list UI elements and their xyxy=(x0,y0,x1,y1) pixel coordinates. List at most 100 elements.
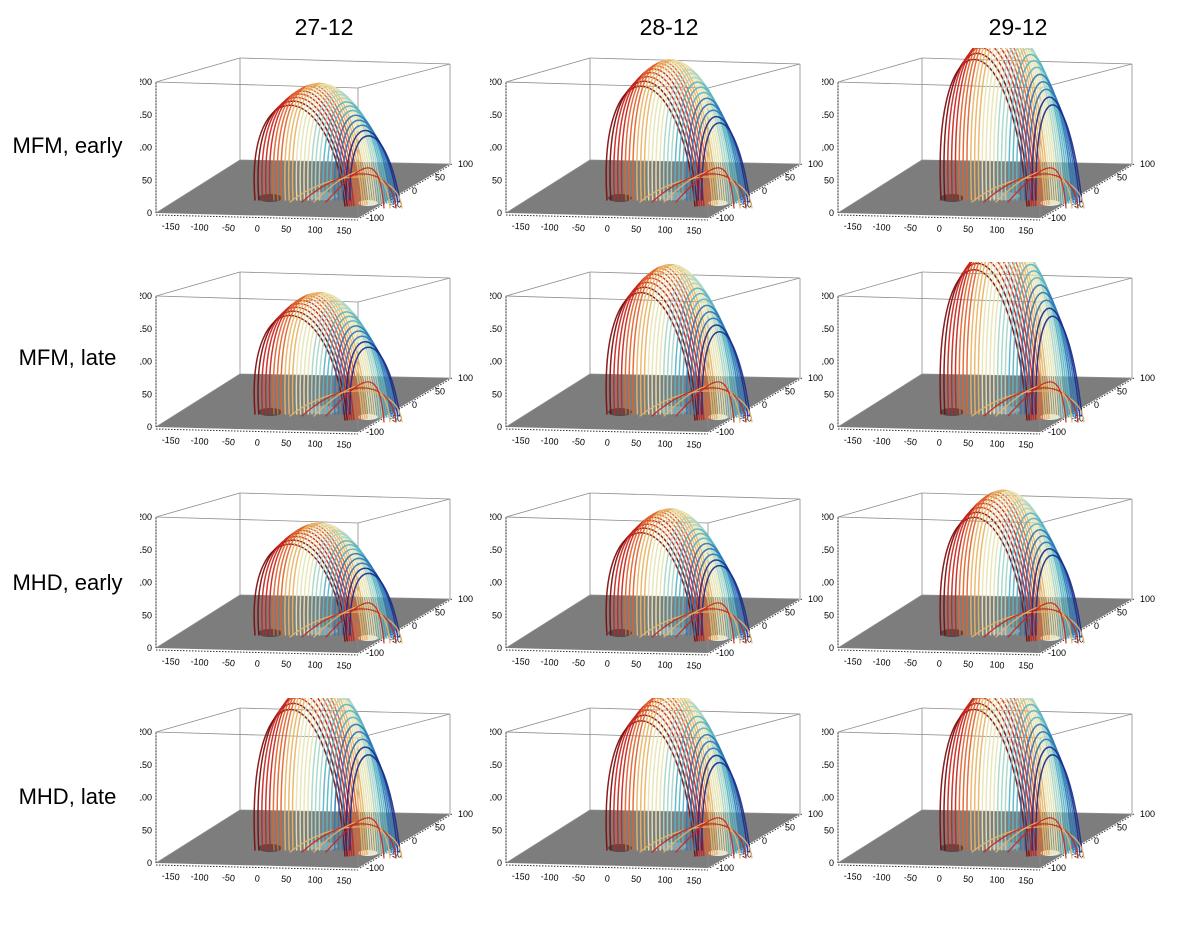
field-line xyxy=(993,262,1059,419)
field-line xyxy=(666,520,731,640)
box-edge xyxy=(357,63,451,89)
field-line xyxy=(1031,307,1081,417)
field-line xyxy=(1004,507,1066,640)
y-tick-label: 50 xyxy=(785,608,795,618)
x-tick-label: -50 xyxy=(903,657,917,668)
field-line xyxy=(983,387,1079,423)
field-line xyxy=(341,562,397,639)
x-tick-label: 0 xyxy=(936,658,942,668)
field-line xyxy=(1000,698,1063,855)
field-line xyxy=(1000,503,1063,640)
box-edge xyxy=(505,271,591,297)
y-tick-label: 50 xyxy=(1117,387,1127,397)
field-line xyxy=(307,527,377,640)
field-line xyxy=(651,173,747,209)
field-line xyxy=(678,721,738,854)
z-tick-label: 0 xyxy=(147,643,152,653)
field-line xyxy=(950,698,1035,857)
z-tick-label: 200 xyxy=(822,512,834,522)
field-line xyxy=(1027,541,1079,639)
field-line xyxy=(1004,262,1066,419)
field-line xyxy=(1008,512,1068,639)
field-lines xyxy=(605,263,753,423)
field-line xyxy=(639,176,753,209)
y-tick-label: 50 xyxy=(435,173,445,183)
box-edge xyxy=(505,159,591,214)
field-line xyxy=(1031,96,1081,203)
z-tick-label: 150 xyxy=(140,324,152,334)
field-line xyxy=(647,509,720,640)
field-line xyxy=(322,540,386,639)
field-line xyxy=(651,266,723,419)
field-line xyxy=(693,109,747,204)
z-tick-label: 100 xyxy=(822,143,834,153)
field-line xyxy=(289,611,403,644)
field-line xyxy=(970,48,1046,206)
box-edge xyxy=(505,492,591,518)
field-line xyxy=(995,384,1073,423)
z-tick-label: 100 xyxy=(490,143,502,153)
field-line xyxy=(325,602,385,644)
field-line xyxy=(659,66,727,205)
field-line xyxy=(318,698,384,855)
field-line xyxy=(651,698,723,855)
field-line xyxy=(1031,548,1081,638)
field-line xyxy=(613,523,701,642)
field-line xyxy=(272,297,357,420)
y-tick-label: 100 xyxy=(808,809,823,819)
x-tick-label: 50 xyxy=(281,874,292,885)
field-lines xyxy=(253,698,403,859)
negative-polarity-spot xyxy=(608,629,632,637)
field-line xyxy=(950,262,1035,421)
x-tick-label: 50 xyxy=(963,874,974,885)
y-tick-label: 0 xyxy=(1094,621,1099,631)
box-edge xyxy=(1039,277,1133,303)
x-tick-label: 0 xyxy=(604,437,610,447)
field-line xyxy=(1008,54,1068,204)
z-tick-label: 0 xyxy=(147,422,152,432)
z-tick-label: 100 xyxy=(490,793,502,803)
z-tick-label: 0 xyxy=(829,858,834,868)
field-line xyxy=(333,325,392,418)
magnetogram-floor xyxy=(838,810,1132,868)
column-label-29-12: 29-12 xyxy=(988,14,1048,40)
z-tick-label: 50 xyxy=(142,175,152,185)
box-edge xyxy=(155,594,241,649)
field-line xyxy=(299,293,373,419)
x-tick-label: 50 xyxy=(281,224,292,235)
y-tick-label: 100 xyxy=(458,159,473,169)
x-axis xyxy=(837,649,1041,656)
field-line xyxy=(966,698,1044,856)
x-tick-label: 0 xyxy=(604,873,610,883)
field-line xyxy=(326,544,388,639)
field-line xyxy=(268,698,355,857)
field-line xyxy=(1035,104,1083,203)
z-tick-label: 200 xyxy=(140,77,152,87)
x-tick-label: 100 xyxy=(307,659,323,671)
field-line xyxy=(678,86,738,204)
box-edge xyxy=(837,57,923,83)
z-tick-label: 50 xyxy=(142,610,152,620)
field-line xyxy=(301,608,397,644)
field-line xyxy=(662,517,729,640)
field-lines xyxy=(253,292,403,423)
panel-mhd-early-28-12: 050100150200-150-100-50050100150100500-5… xyxy=(490,483,830,698)
field-line xyxy=(1012,60,1070,204)
field-line xyxy=(962,262,1041,420)
box-edge xyxy=(239,57,451,65)
field-lines xyxy=(939,48,1085,209)
field-line xyxy=(605,292,696,421)
magnetogram-floor xyxy=(156,160,450,218)
x-tick-label: -100 xyxy=(872,435,891,447)
z-tick-label: 100 xyxy=(140,357,152,367)
field-line xyxy=(973,48,1048,206)
y-tick-label: 100 xyxy=(1140,373,1155,383)
field-line xyxy=(322,101,386,204)
box-edge xyxy=(921,492,1133,500)
magnetogram-floor xyxy=(156,810,450,868)
field-line xyxy=(1007,602,1067,644)
y-tick-label: 100 xyxy=(808,594,823,604)
x-tick-label: 50 xyxy=(631,438,642,449)
field-line xyxy=(670,76,734,205)
field-line xyxy=(989,262,1057,419)
